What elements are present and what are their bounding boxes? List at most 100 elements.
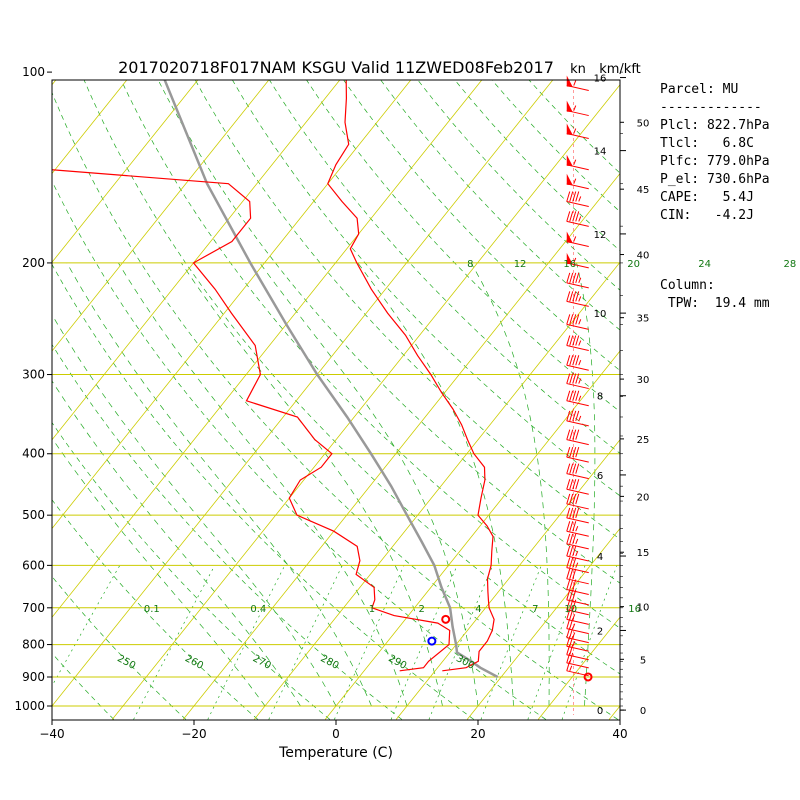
- wind-barb-shaft: [566, 282, 589, 289]
- wind-barb-feather: [566, 447, 571, 458]
- wind-barb: [566, 636, 589, 652]
- parcel-lcl-marker: [427, 636, 437, 646]
- x-tick-label: −20: [181, 727, 206, 741]
- wind-barb-feather: [569, 545, 574, 557]
- wind-barb: [566, 75, 589, 92]
- kft-tick-label: 30: [637, 375, 650, 386]
- wind-barb-feather: [566, 579, 571, 590]
- wind-barb-shaft: [566, 530, 589, 537]
- y-tick-label: 300: [22, 368, 45, 382]
- dry-adiabat-line: [52, 652, 115, 720]
- wind-barb-half-feather: [573, 178, 577, 184]
- mixing-ratio-label-700: 16: [628, 604, 641, 615]
- wind-barb-shaft: [566, 456, 589, 463]
- wind-barb: [566, 545, 589, 562]
- wind-barb-feather: [566, 618, 571, 629]
- wind-barb-shaft: [566, 517, 589, 524]
- mixing-ratio-label-700: 10: [564, 604, 577, 615]
- km-kft-label: km/kft: [599, 62, 641, 77]
- wind-barb-half-feather: [578, 296, 582, 302]
- moist-adiabat-line: [66, 262, 372, 707]
- wind-barb: [566, 463, 589, 480]
- wind-barb-feather: [569, 521, 574, 532]
- wind-barb: [566, 568, 589, 585]
- x-axis-label: Temperature (C): [278, 745, 393, 761]
- mixing-ratio-label-200: 24: [698, 259, 711, 270]
- wind-barb: [566, 507, 589, 524]
- dry-adiabat-line: [52, 499, 259, 720]
- wind-barb-shaft: [566, 609, 589, 616]
- dry-adiabat-line: [52, 180, 546, 720]
- y-tick-label: 100: [22, 65, 45, 79]
- x-tick-label: −40: [39, 727, 64, 741]
- wind-barb: [566, 291, 589, 307]
- wind-barb-shaft: [566, 567, 589, 574]
- kft-tick-label: 35: [637, 314, 650, 325]
- km-tick-label: 8: [597, 392, 603, 403]
- wind-barb-half-feather: [573, 128, 577, 134]
- wind-barb-shaft: [566, 618, 589, 625]
- wind-barb-feather: [575, 390, 580, 401]
- column-info-panel: Column: TPW: 19.4 mm: [660, 278, 770, 311]
- moist-adiabat-line: [52, 313, 337, 707]
- wind-barb-feather: [575, 272, 580, 283]
- wind-barb: [566, 429, 589, 446]
- wind-barb-shaft: [566, 645, 589, 652]
- isotherm-line: [52, 80, 554, 707]
- wind-barb-feather: [566, 568, 571, 579]
- moist-adiabat-line: [619, 702, 620, 706]
- wind-barb-feather: [575, 463, 580, 474]
- mixing-ratio-line: [334, 565, 405, 720]
- wind-barb: [566, 373, 589, 390]
- wind-barb-feather: [566, 652, 571, 664]
- wind-barb-feather: [566, 507, 571, 519]
- wind-barb: [566, 521, 589, 537]
- wind-barb: [566, 609, 589, 625]
- wind-barb-feather: [566, 479, 571, 490]
- wind-barb-feather: [566, 609, 571, 620]
- moist-adiabat-line: [470, 262, 550, 706]
- kft-tick-label: 45: [637, 185, 650, 196]
- wind-barb-feather: [566, 599, 571, 610]
- wind-barb-feather: [572, 355, 577, 366]
- mixing-ratio-label-200: 16: [563, 259, 576, 270]
- dry-adiabat-line: [83, 80, 620, 675]
- wind-barb-half-feather: [578, 319, 582, 325]
- wind-barb-feather: [575, 373, 580, 384]
- wind-barb-feather: [572, 191, 577, 202]
- wind-barb: [566, 355, 589, 371]
- wind-barb-feather: [572, 579, 577, 590]
- wind-barb-feather: [572, 557, 577, 568]
- wind-barb-feather: [569, 314, 574, 325]
- wind-barb-feather: [572, 568, 577, 579]
- mixing-ratio-line: [52, 565, 121, 687]
- wind-barb-shaft: [566, 589, 589, 596]
- wind-barb: [566, 173, 589, 190]
- mixing-ratio-label-700: 0.4: [250, 604, 266, 615]
- wind-barb-feather: [569, 211, 574, 222]
- wind-barb-shaft: [566, 345, 589, 352]
- y-tick-label: 800: [22, 638, 45, 652]
- wind-barb-feather: [569, 463, 574, 474]
- wind-barb-shaft: [566, 400, 589, 407]
- marker-layer: [427, 614, 593, 682]
- wind-barb-half-feather: [573, 236, 577, 242]
- wind-barb-feather: [575, 507, 580, 519]
- kft-tick-label: 0: [640, 706, 646, 717]
- wind-barb: [566, 272, 589, 289]
- wind-barb-shaft: [566, 488, 589, 495]
- wind-barb-feather: [575, 335, 580, 346]
- km-tick-label: 14: [594, 147, 607, 158]
- wind-barb: [566, 390, 589, 407]
- mixing-ratio-label-200: 12: [514, 259, 527, 270]
- mixing-ratio-label-200: 20: [627, 259, 640, 270]
- wind-barb-feather: [575, 355, 580, 366]
- dry-adiabat-line: [52, 91, 618, 720]
- wind-barb-feather: [572, 493, 577, 505]
- km-tick-label: 2: [597, 626, 603, 637]
- wind-barb: [566, 231, 589, 247]
- wind-barb-feather: [572, 533, 577, 545]
- wind-barb-feather: [569, 373, 574, 384]
- wind-barb-feather: [569, 410, 574, 422]
- wind-barb-shaft: [566, 578, 589, 585]
